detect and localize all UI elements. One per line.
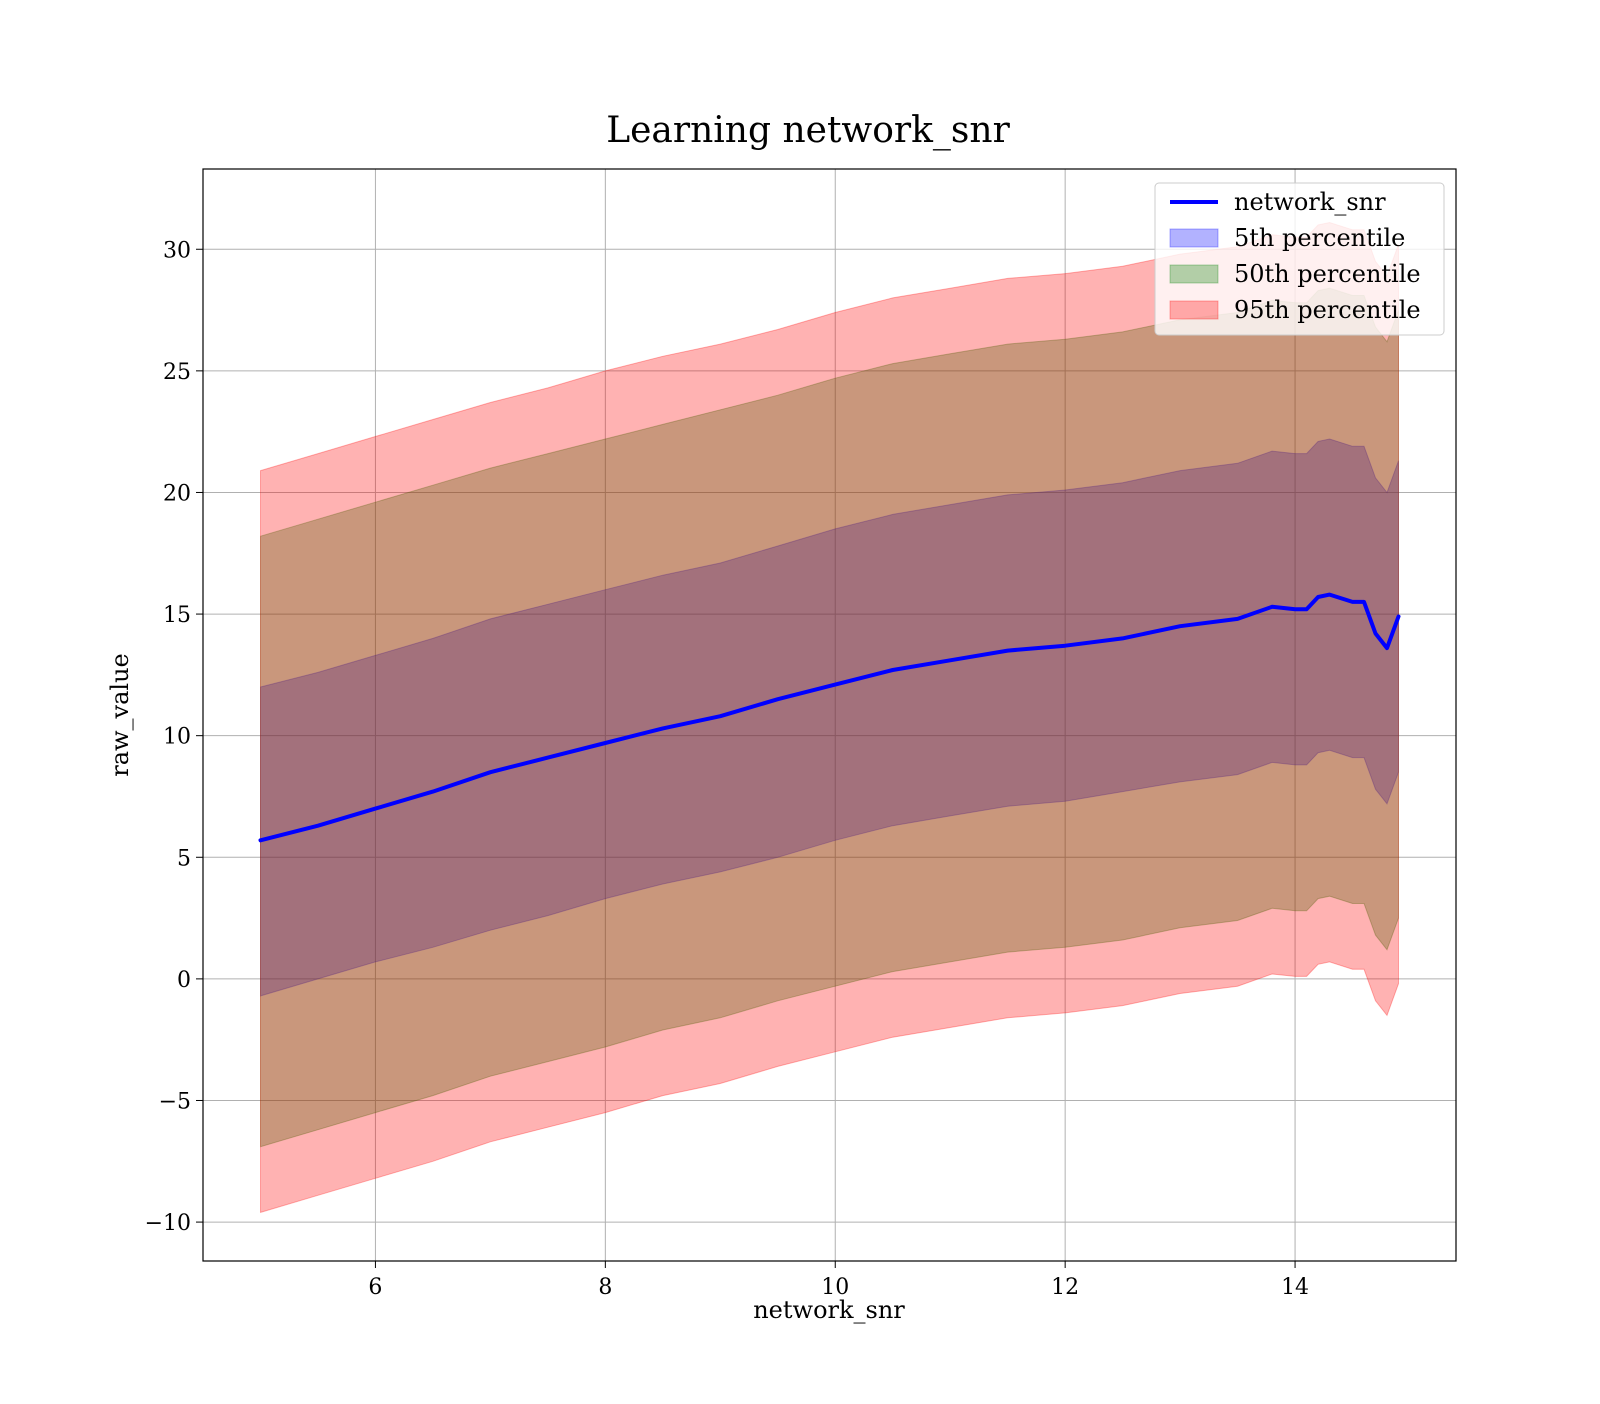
y-tick-label: 30 [163, 238, 191, 263]
legend-items: network_snr 5th percentile 50th percentile… [1169, 188, 1421, 324]
x-tick-label: 8 [598, 1275, 612, 1300]
band-layer [260, 221, 1399, 1214]
y-tick-label: −5 [159, 1089, 191, 1114]
legend-label-network-snr: network_snr [1234, 188, 1386, 216]
x-tick-label: 12 [1051, 1275, 1079, 1300]
line-layer [258, 592, 1401, 843]
band-5th-percentile [260, 438, 1399, 997]
band-50th-percentile [260, 287, 1399, 1148]
legend: network_snr 5th percentile 50th percentile… [1154, 182, 1445, 336]
legend-swatch-95th-percentile [1169, 300, 1219, 320]
y-tick-label: 25 [163, 360, 191, 385]
x-axis-label: network_snr [753, 1296, 905, 1324]
band-95th-percentile [260, 221, 1399, 1214]
y-tick-label: 15 [163, 603, 191, 628]
y-axis-label: raw_value [106, 653, 134, 777]
plot-frame [202, 168, 1457, 1262]
legend-label-5th-percentile: 5th percentile [1234, 224, 1405, 252]
legend-label-95th-percentile: 95th percentile [1234, 296, 1421, 324]
legend-swatch-5th-percentile [1169, 228, 1219, 248]
chart-title: Learning network_snr [606, 110, 1010, 151]
x-tick-label: 10 [821, 1275, 849, 1300]
legend-swatch-50th-percentile [1169, 264, 1219, 284]
legend-label-50th-percentile: 50th percentile [1234, 260, 1421, 288]
x-tick-label: 14 [1281, 1275, 1309, 1300]
x-axis: 6 8 10 12 14 [368, 1261, 1309, 1300]
series-line-network-snr [258, 592, 1401, 843]
x-tick-label: 6 [368, 1275, 382, 1300]
legend-frame [1154, 182, 1445, 336]
y-tick-label: −10 [145, 1211, 191, 1236]
y-tick-label: 20 [163, 481, 191, 506]
y-tick-label: 5 [177, 846, 191, 871]
y-axis: −10 −5 0 5 10 15 20 25 30 [145, 238, 203, 1236]
y-tick-label: 10 [163, 725, 191, 750]
y-tick-label: 0 [177, 968, 191, 993]
